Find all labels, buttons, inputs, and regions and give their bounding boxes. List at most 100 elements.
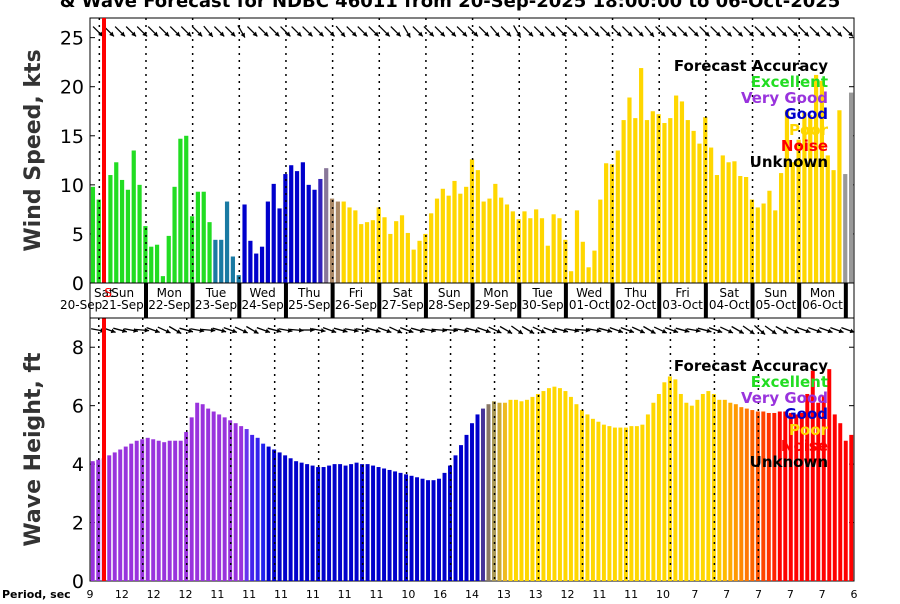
wind-bar xyxy=(341,201,346,283)
wind-direction-arrowhead xyxy=(186,31,192,37)
now-marker-label: S xyxy=(104,286,112,300)
day-label-dow: Mon xyxy=(157,286,182,300)
wind-bar xyxy=(557,218,562,283)
wave-bar xyxy=(612,427,617,581)
wind-bar xyxy=(831,170,836,283)
wind-bar xyxy=(458,193,463,283)
wind-bar xyxy=(738,176,743,283)
wave-direction-arrowhead xyxy=(453,327,458,333)
wave-bar xyxy=(178,440,183,581)
wind-bar xyxy=(318,178,323,283)
wave-direction-arrowhead xyxy=(431,328,436,333)
wave-bar xyxy=(766,412,771,581)
wind-direction-arrowhead xyxy=(506,31,512,37)
day-label-dow: Mon xyxy=(810,286,835,300)
wind-bar xyxy=(108,175,113,283)
wind-bar xyxy=(149,246,154,283)
wave-bar xyxy=(134,440,139,581)
wave-bar xyxy=(519,401,524,581)
wind-bar xyxy=(405,232,410,283)
wind-bar xyxy=(656,114,661,284)
wind-bar xyxy=(289,165,294,283)
wind-bar xyxy=(172,186,177,283)
period-value: 11 xyxy=(338,588,352,600)
period-value: 9 xyxy=(87,588,94,600)
wind-direction-arrowhead xyxy=(120,31,126,37)
wind-direction-arrowhead xyxy=(759,31,765,37)
wind-direction-arrowhead xyxy=(263,31,269,37)
wave-direction-arrowhead xyxy=(386,328,392,334)
wind-bar xyxy=(417,240,422,283)
wave-direction-arrowhead xyxy=(419,328,425,333)
wind-bar xyxy=(755,207,760,283)
wave-bar xyxy=(162,442,167,581)
wind-bar xyxy=(720,155,725,283)
period-value: 10 xyxy=(656,588,670,600)
wind-direction-arrowhead xyxy=(208,31,213,37)
wind-direction-arrowhead xyxy=(704,31,710,37)
wave-direction-arrowhead xyxy=(121,328,127,333)
wave-bar xyxy=(387,469,392,581)
wave-bar xyxy=(827,369,832,581)
wave-bar xyxy=(579,410,584,581)
wave-direction-arrowhead xyxy=(199,328,205,333)
wave-bar xyxy=(442,472,447,581)
wind-direction-arrowhead xyxy=(318,31,324,37)
wind-direction-arrowhead xyxy=(572,31,578,37)
wind-bar xyxy=(335,201,340,283)
wind-direction-arrowhead xyxy=(451,31,456,37)
period-value: 11 xyxy=(370,588,384,600)
chart-title: & Wave Forecast for NDBC 46011 from 20-S… xyxy=(60,0,841,12)
wind-bar xyxy=(178,138,183,283)
wave-direction-arrowhead xyxy=(607,328,613,333)
wind-bar xyxy=(382,217,387,283)
wave-bar xyxy=(684,402,689,581)
wave-bar xyxy=(596,421,601,581)
wind-bar xyxy=(592,250,597,283)
wind-direction-arrowhead xyxy=(98,31,103,37)
wind-direction-arrowhead xyxy=(462,31,467,37)
wave-direction-arrowhead xyxy=(728,328,734,334)
wind-direction-arrowhead xyxy=(770,31,776,37)
wave-bar xyxy=(321,467,326,581)
wave-bar xyxy=(206,408,211,581)
wave-direction-arrowhead xyxy=(154,328,160,334)
wind-bar xyxy=(633,118,638,283)
wave-direction-arrowhead xyxy=(805,328,811,334)
wave-bar xyxy=(305,464,310,581)
wind-direction-arrowhead xyxy=(440,31,445,37)
wave-direction-arrowhead xyxy=(364,328,370,333)
day-label-dow: Tue xyxy=(531,286,553,300)
wave-bar xyxy=(618,427,623,581)
wave-bar xyxy=(678,393,683,581)
wind-legend-entry: Good xyxy=(784,105,828,123)
wind-direction-arrowhead xyxy=(406,32,411,38)
wave-bar xyxy=(607,426,612,581)
day-label-dow: Sat xyxy=(94,286,114,300)
wind-direction-arrowhead xyxy=(638,31,644,37)
wave-direction-arrowhead xyxy=(408,328,414,334)
wind-bar xyxy=(207,222,212,283)
wind-bar xyxy=(411,249,416,283)
wave-bar xyxy=(453,455,458,581)
wave-bar xyxy=(459,445,463,581)
wind-bar xyxy=(201,191,206,283)
wave-direction-arrowhead xyxy=(749,329,755,335)
wind-bar xyxy=(347,207,352,283)
wind-bar xyxy=(160,276,166,283)
wind-bar xyxy=(662,123,667,283)
wind-bar xyxy=(813,74,819,283)
wind-bar xyxy=(749,199,755,283)
wave-direction-arrowhead xyxy=(517,329,523,335)
wave-bar xyxy=(211,411,216,581)
wind-direction-arrowhead xyxy=(583,31,589,37)
wind-bar xyxy=(394,221,399,283)
wave-bar xyxy=(404,474,409,581)
wind-bar xyxy=(819,80,825,283)
wind-bar xyxy=(551,214,556,283)
wave-ytick-label: 0 xyxy=(72,571,84,593)
wind-bar xyxy=(440,188,445,283)
wave-bar xyxy=(695,399,700,581)
wind-bar xyxy=(300,162,305,283)
wave-direction-arrowhead xyxy=(133,328,138,333)
